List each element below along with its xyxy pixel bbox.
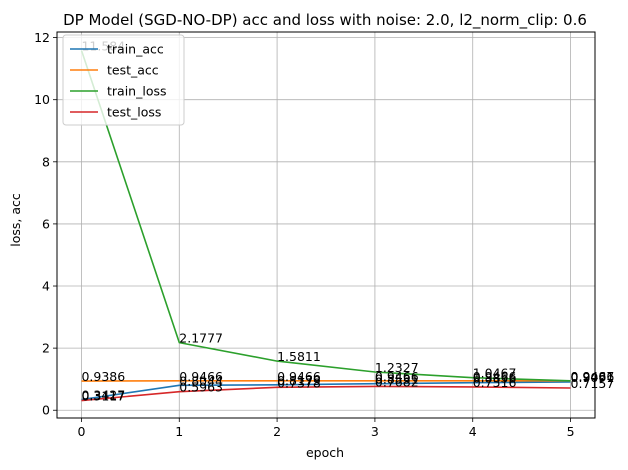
x-tick-label: 2 — [273, 424, 281, 439]
y-tick-label: 10 — [34, 92, 50, 107]
data-label-test_loss: 0.7378 — [277, 375, 321, 390]
data-label-test_acc: 0.9466 — [179, 369, 223, 384]
chart-title: DP Model (SGD-NO-DP) acc and loss with n… — [63, 11, 587, 30]
data-label-train_acc: 0.3427 — [81, 388, 125, 403]
data-label-test_loss: 0.3117 — [81, 389, 125, 404]
data-label-test_acc: 0.9466 — [277, 369, 321, 384]
y-tick-label: 4 — [42, 279, 50, 294]
x-tick-label: 3 — [371, 424, 379, 439]
data-label-test_acc: 0.9466 — [571, 369, 615, 384]
data-label-test_acc: 0.9466 — [375, 369, 419, 384]
data-label-train_acc: 0.8531 — [375, 372, 419, 387]
legend-box — [62, 34, 185, 126]
data-label-train_acc: 0.9091 — [571, 370, 615, 385]
data-label-train_loss: 0.9487 — [571, 369, 615, 384]
data-label-test_acc: 0.9466 — [473, 369, 517, 384]
y-tick-label: 12 — [34, 30, 50, 45]
grid — [57, 32, 595, 418]
y-tick-label: 8 — [42, 154, 50, 169]
data-label-train_acc: 0.8179 — [277, 373, 321, 388]
x-axis-label: epoch — [306, 445, 344, 460]
series-line-train_loss — [80, 50, 571, 382]
data-labels: 0.3427 0.8044 0.8179 0.8531 0.8856 0.9091 0.93… — [81, 39, 614, 404]
data-label-train_loss: 1.5811 — [277, 349, 321, 364]
plot-frame — [56, 31, 596, 419]
series-line-test_loss — [81, 385, 571, 402]
y-axis-label: loss, acc — [8, 193, 23, 247]
series-line-train_acc — [81, 381, 571, 401]
legend-label-test_loss: test_loss — [107, 105, 161, 120]
x-tick-label: 4 — [469, 424, 477, 439]
legend-label-train_loss: train_loss — [107, 84, 167, 99]
data-label-train_loss: 1.0467 — [473, 366, 517, 381]
data-label-test_loss: 0.5963 — [179, 380, 223, 395]
data-label-train_acc: 0.8044 — [179, 373, 223, 388]
data-label-train_acc: 0.8856 — [473, 371, 517, 386]
series-lines — [80, 50, 571, 402]
data-label-test_loss: 0.7516 — [473, 375, 517, 390]
y-tick-label: 6 — [42, 216, 50, 231]
data-label-test_loss: 0.7682 — [375, 374, 419, 389]
data-label-test_loss: 0.7157 — [571, 376, 615, 391]
data-label-test_acc: 0.9386 — [81, 369, 125, 384]
x-tick-label: 5 — [567, 424, 575, 439]
x-tick-label: 1 — [175, 424, 183, 439]
data-label-train_loss: 1.2327 — [375, 360, 419, 375]
data-label-train_loss: 2.1777 — [179, 331, 223, 346]
y-tick-label: 0 — [42, 403, 50, 418]
legend-label-train_acc: train_acc — [107, 42, 164, 57]
y-tick-label: 2 — [42, 341, 50, 356]
legend: train_acc test_acc train_loss test_loss — [62, 34, 185, 126]
x-tick-label: 0 — [77, 424, 85, 439]
legend-label-test_acc: test_acc — [107, 63, 159, 78]
